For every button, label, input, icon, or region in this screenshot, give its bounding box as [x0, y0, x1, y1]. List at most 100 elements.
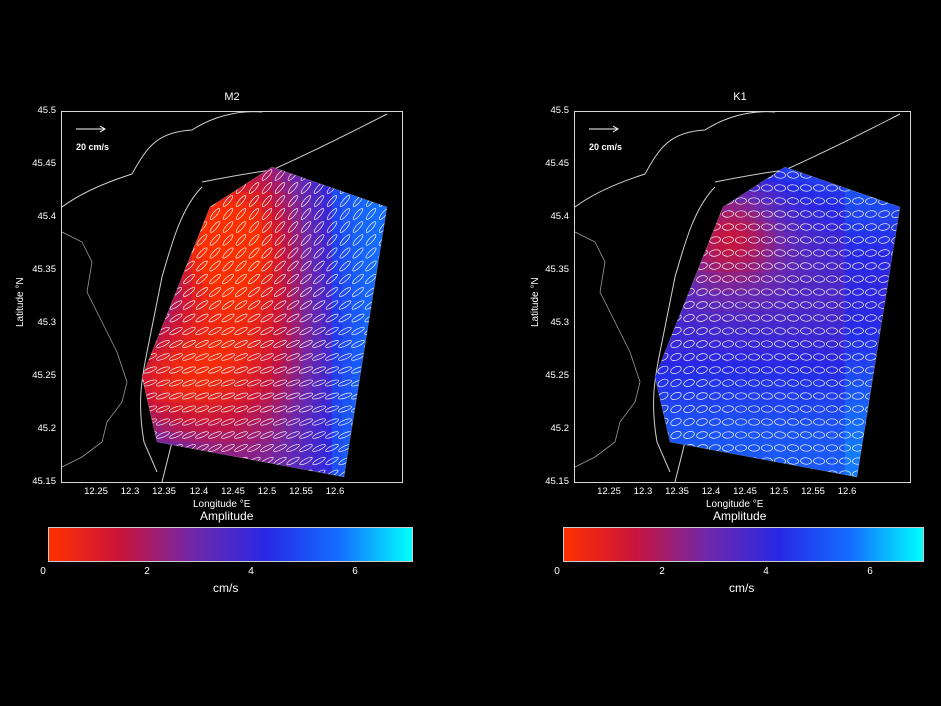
amplitude-cell	[352, 422, 363, 433]
tidal-ellipse	[683, 418, 695, 426]
tidal-ellipse	[748, 444, 760, 452]
amplitude-cell	[382, 232, 387, 243]
amplitude-cell	[212, 167, 223, 173]
amplitude-cell	[322, 392, 333, 403]
tidal-ellipse	[839, 171, 851, 179]
amplitude-cell	[675, 312, 686, 323]
amplitude-cell	[755, 382, 766, 393]
amplitude-cell	[342, 322, 353, 333]
amplitude-cell	[392, 422, 402, 433]
amplitude-cell	[855, 232, 866, 243]
tidal-ellipse	[325, 392, 339, 400]
tidal-ellipse	[182, 456, 196, 466]
amplitude-cell	[342, 232, 353, 243]
tidal-ellipse	[813, 353, 825, 361]
amplitude-cell	[755, 352, 766, 363]
amplitude-cell	[815, 172, 826, 183]
tidal-ellipse	[170, 208, 182, 220]
amplitude-cell	[342, 442, 353, 453]
tidal-ellipse	[800, 236, 812, 244]
amplitude-cell	[182, 352, 193, 363]
amplitude-cell	[735, 282, 746, 293]
tidal-ellipse	[248, 167, 260, 168]
amplitude-cell	[665, 242, 676, 253]
tidal-ellipse	[657, 469, 669, 477]
tidal-ellipse	[891, 157, 903, 166]
tidal-ellipse	[735, 223, 747, 231]
amplitude-cell	[182, 452, 193, 463]
amplitude-cell	[372, 232, 383, 243]
amplitude-cell	[795, 372, 806, 383]
tidal-ellipse	[260, 326, 274, 336]
amplitude-cell	[755, 232, 766, 243]
tidal-ellipse	[377, 366, 387, 374]
tidal-ellipse	[774, 340, 786, 348]
amplitude-cell	[665, 232, 676, 243]
amplitude-cell	[152, 472, 163, 477]
amplitude-cell	[342, 332, 353, 343]
amplitude-cell	[392, 302, 402, 313]
tidal-ellipse	[169, 340, 183, 348]
tidal-ellipse	[142, 340, 144, 348]
tidal-ellipse	[287, 221, 299, 233]
amplitude-cell	[252, 442, 263, 453]
tidal-ellipse	[287, 273, 299, 285]
amplitude-cell	[322, 382, 333, 393]
amplitude-cell	[332, 332, 343, 343]
amplitude-cell	[725, 412, 736, 423]
amplitude-cell	[192, 252, 203, 263]
amplitude-cell	[292, 402, 303, 413]
tidal-ellipse	[826, 405, 838, 413]
amplitude-cell	[242, 332, 253, 343]
amplitude-cell	[765, 172, 776, 183]
amplitude-cell	[775, 252, 786, 263]
amplitude-cell	[292, 472, 303, 477]
tidal-ellipse	[234, 379, 248, 387]
amplitude-cell	[735, 332, 746, 343]
amplitude-cell	[855, 392, 866, 403]
tidal-ellipse	[260, 353, 274, 361]
tidal-ellipse	[300, 247, 312, 259]
amplitude-cell	[212, 282, 223, 293]
tidal-ellipse	[351, 300, 365, 310]
amplitude-cell	[755, 212, 766, 223]
amplitude-cell	[875, 362, 886, 373]
amplitude-cell	[212, 402, 223, 413]
scale-label: 20 cm/s	[589, 142, 623, 152]
amplitude-cell	[322, 362, 333, 373]
tidal-ellipse	[655, 313, 656, 323]
amplitude-cell	[885, 172, 896, 183]
amplitude-cell	[352, 442, 363, 453]
amplitude-cell	[352, 462, 363, 473]
amplitude-cell	[695, 312, 706, 323]
amplitude-cell	[282, 212, 293, 223]
amplitude-cell	[665, 442, 676, 453]
amplitude-cell	[312, 442, 323, 453]
amplitude-cell	[362, 322, 373, 333]
amplitude-cell	[795, 412, 806, 423]
tidal-ellipse	[800, 457, 812, 465]
tidal-ellipse	[891, 301, 900, 309]
tidal-ellipse	[261, 208, 273, 220]
x-tick: 12.4	[701, 486, 721, 497]
amplitude-cell	[865, 312, 876, 323]
amplitude-cell	[392, 362, 402, 373]
amplitude-cell	[282, 402, 293, 413]
amplitude-cell	[785, 202, 796, 213]
amplitude-cell	[362, 402, 373, 413]
tidal-ellipse	[865, 249, 877, 257]
tidal-ellipse	[748, 249, 760, 257]
tidal-ellipse	[800, 223, 812, 231]
tidal-ellipse	[260, 431, 274, 439]
amplitude-cell	[675, 412, 686, 423]
amplitude-cell	[252, 382, 263, 393]
tidal-ellipse	[722, 327, 734, 335]
tidal-ellipse	[774, 418, 786, 426]
amplitude-cell	[372, 422, 383, 433]
amplitude-cell	[232, 242, 243, 253]
amplitude-cell	[162, 402, 173, 413]
amplitude-cell	[382, 282, 387, 293]
y-tick: 45.5	[37, 105, 57, 116]
tidal-ellipse	[670, 352, 682, 362]
amplitude-cell	[715, 462, 726, 473]
